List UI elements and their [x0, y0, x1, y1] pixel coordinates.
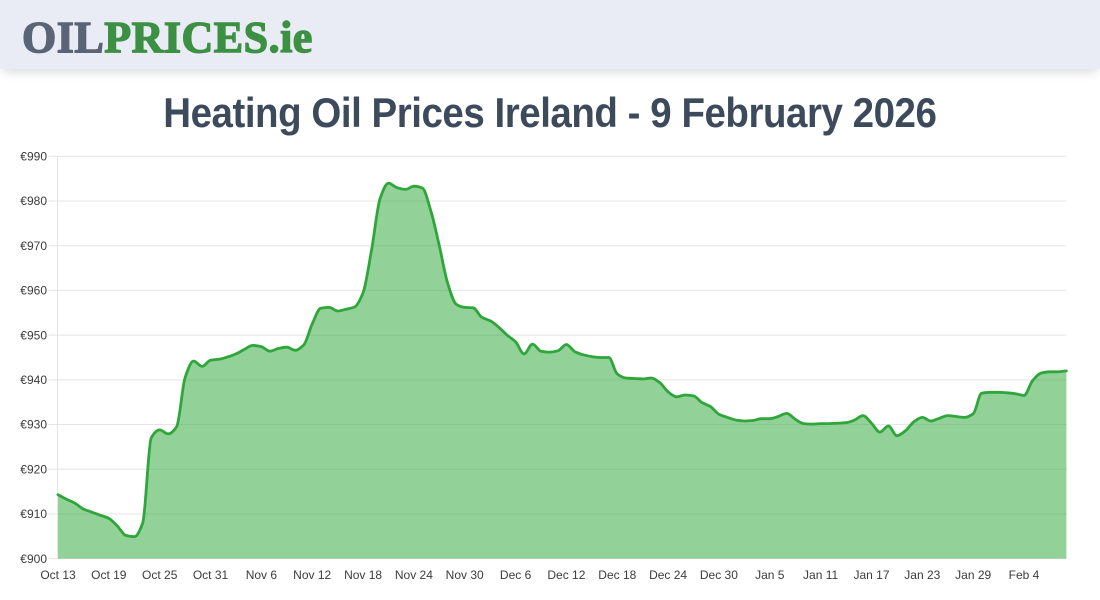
- svg-text:€990: €990: [20, 150, 47, 164]
- svg-text:Oct 25: Oct 25: [142, 568, 178, 582]
- svg-text:Dec 24: Dec 24: [649, 568, 687, 582]
- svg-text:Jan 29: Jan 29: [955, 568, 991, 582]
- svg-text:€940: €940: [20, 373, 47, 387]
- svg-text:Jan 23: Jan 23: [904, 568, 940, 582]
- svg-text:Oct 19: Oct 19: [91, 568, 127, 582]
- svg-text:€920: €920: [20, 462, 47, 476]
- svg-text:Feb 4: Feb 4: [1009, 568, 1040, 582]
- svg-text:Jan 5: Jan 5: [755, 568, 785, 582]
- svg-text:Nov 24: Nov 24: [395, 568, 433, 582]
- svg-text:Nov 12: Nov 12: [293, 568, 331, 582]
- svg-text:Dec 6: Dec 6: [500, 568, 532, 582]
- svg-text:Oct 31: Oct 31: [193, 568, 229, 582]
- svg-text:€950: €950: [20, 328, 47, 342]
- svg-text:Dec 30: Dec 30: [700, 568, 738, 582]
- svg-text:€960: €960: [20, 284, 47, 298]
- svg-text:Oct 13: Oct 13: [40, 568, 76, 582]
- svg-text:Jan 17: Jan 17: [853, 568, 889, 582]
- svg-text:€970: €970: [20, 239, 47, 253]
- svg-text:Nov 6: Nov 6: [246, 568, 278, 582]
- svg-text:Jan 11: Jan 11: [803, 568, 838, 582]
- svg-text:€900: €900: [20, 552, 47, 566]
- svg-text:Dec 12: Dec 12: [547, 568, 585, 582]
- svg-text:€980: €980: [20, 194, 47, 208]
- svg-text:Nov 18: Nov 18: [344, 568, 382, 582]
- svg-text:Nov 30: Nov 30: [446, 568, 484, 582]
- svg-text:€910: €910: [20, 507, 47, 521]
- svg-text:€930: €930: [20, 418, 47, 432]
- svg-text:Dec 18: Dec 18: [598, 568, 636, 582]
